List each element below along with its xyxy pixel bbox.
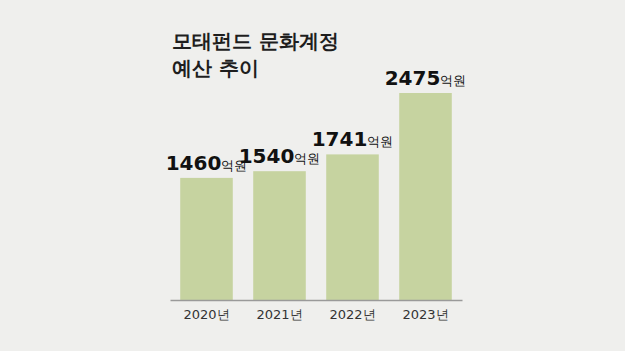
title-line: 예산 추이 <box>172 56 259 80</box>
bar <box>180 178 233 300</box>
data-label-number: 1741 <box>312 127 368 151</box>
data-label-unit: 억원 <box>440 73 466 88</box>
bars <box>180 93 452 300</box>
x-tick: 2020년 <box>183 300 229 322</box>
x-tick: 2022년 <box>329 300 375 322</box>
data-label-number: 1540 <box>239 144 295 168</box>
x-axis-line <box>171 300 463 302</box>
bar <box>326 154 379 300</box>
bar <box>253 171 306 300</box>
x-tick: 2023년 <box>402 300 448 322</box>
data-label: 1741억원 <box>312 127 394 151</box>
x-tick-label: 2020년 <box>183 307 229 322</box>
data-label-number: 1460 <box>166 151 222 175</box>
data-label-number: 2475 <box>385 66 441 90</box>
x-tick: 2021년 <box>256 300 302 322</box>
title-line: 모태펀드 문화계정 <box>172 29 339 53</box>
x-axis: 2020년 2021년 2022년 2023년 <box>171 300 463 322</box>
data-label: 1460억원 <box>166 151 248 175</box>
x-tick-label: 2023년 <box>402 307 448 322</box>
chart-container: 모태펀드 문화계정예산 추이2020년2021년2022년2023년1460억원… <box>0 0 625 351</box>
data-label-unit: 억원 <box>367 134 393 149</box>
title: 모태펀드 문화계정예산 추이 <box>172 29 339 80</box>
x-tick-label: 2022년 <box>329 307 375 322</box>
data-label: 1540억원 <box>239 144 321 168</box>
chart: 모태펀드 문화계정예산 추이2020년2021년2022년2023년1460억원… <box>0 0 625 351</box>
bar <box>399 93 452 300</box>
data-label-unit: 억원 <box>294 151 320 166</box>
data-label: 2475억원 <box>385 66 467 90</box>
background <box>0 0 625 351</box>
x-tick-label: 2021년 <box>256 307 302 322</box>
